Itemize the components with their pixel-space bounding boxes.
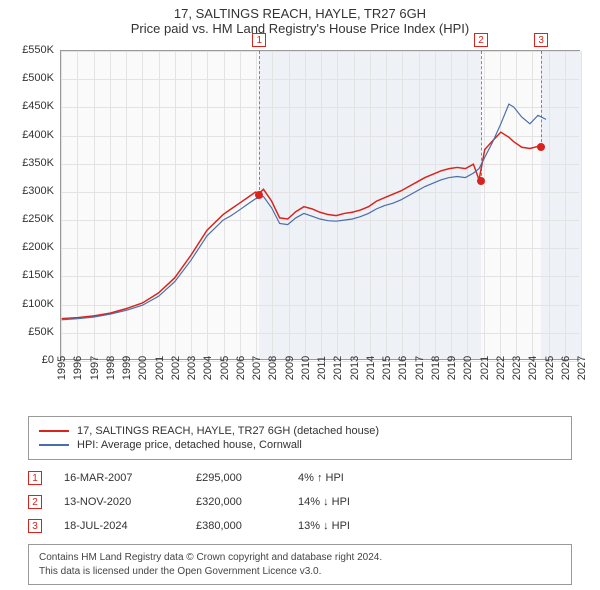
marker-line (481, 51, 482, 181)
marker-number: 2 (474, 33, 488, 47)
y-axis-label: £250K (0, 213, 54, 225)
legend-swatch (39, 444, 69, 446)
event-number: 1 (28, 471, 42, 485)
y-axis-label: £150K (0, 269, 54, 281)
plot-region: 123 (60, 50, 580, 360)
series-price_paid (62, 132, 539, 318)
event-price: £320,000 (196, 496, 276, 508)
x-axis-label: 2009 (284, 356, 296, 380)
x-axis-label: 2003 (186, 356, 198, 380)
x-axis-label: 1998 (105, 356, 117, 380)
y-axis-label: £500K (0, 72, 54, 84)
x-axis-label: 2012 (332, 356, 344, 380)
x-axis-label: 1995 (56, 356, 68, 380)
event-number: 2 (28, 495, 42, 509)
y-axis-label: £50K (0, 326, 54, 338)
x-axis-label: 2008 (267, 356, 279, 380)
x-axis-label: 2011 (316, 356, 328, 380)
legend-item: 17, SALTINGS REACH, HAYLE, TR27 6GH (det… (39, 425, 561, 437)
event-row: 2 13-NOV-2020 £320,000 14% ↓ HPI (28, 490, 572, 514)
x-axis-label: 2017 (414, 356, 426, 380)
marker-number: 3 (534, 33, 548, 47)
x-axis-label: 2000 (137, 356, 149, 380)
legend-label: 17, SALTINGS REACH, HAYLE, TR27 6GH (det… (77, 425, 379, 437)
event-price: £295,000 (196, 472, 276, 484)
legend-item: HPI: Average price, detached house, Corn… (39, 439, 561, 451)
marker-line (259, 51, 260, 195)
x-axis-label: 2014 (365, 356, 377, 380)
event-diff: 4% ↑ HPI (298, 472, 344, 484)
y-axis-label: £300K (0, 185, 54, 197)
marker-number: 1 (252, 33, 266, 47)
legend-swatch (39, 430, 69, 432)
event-row: 1 16-MAR-2007 £295,000 4% ↑ HPI (28, 466, 572, 490)
event-number: 3 (28, 519, 42, 533)
x-axis-label: 2026 (560, 356, 572, 380)
y-axis-label: £350K (0, 157, 54, 169)
x-axis-label: 1999 (121, 356, 133, 380)
y-axis-label: £550K (0, 44, 54, 56)
x-axis-label: 2025 (544, 356, 556, 380)
x-axis-label: 2013 (349, 356, 361, 380)
legend-label: HPI: Average price, detached house, Corn… (77, 439, 302, 451)
marker-dot (477, 177, 485, 185)
chart-title: 17, SALTINGS REACH, HAYLE, TR27 6GH (0, 0, 600, 21)
event-diff: 13% ↓ HPI (298, 520, 350, 532)
x-axis-label: 2024 (527, 356, 539, 380)
x-axis-label: 2005 (219, 356, 231, 380)
footer-line1: Contains HM Land Registry data © Crown c… (39, 551, 561, 565)
marker-dot (255, 191, 263, 199)
x-axis-label: 2010 (300, 356, 312, 380)
x-axis-label: 2021 (479, 356, 491, 380)
x-axis-label: 2016 (397, 356, 409, 380)
marker-dot (537, 143, 545, 151)
gridline-v (581, 51, 582, 359)
chart-area: 123 £0 £50K £100K £150K £200K £250K £300K £350K… (0, 40, 600, 410)
events-table: 1 16-MAR-2007 £295,000 4% ↑ HPI 2 13-NOV-2020… (28, 466, 572, 538)
event-date: 18-JUL-2024 (64, 520, 174, 532)
event-date: 13-NOV-2020 (64, 496, 174, 508)
event-diff: 14% ↓ HPI (298, 496, 350, 508)
attribution-footer: Contains HM Land Registry data © Crown c… (28, 544, 572, 585)
x-axis-label: 2015 (381, 356, 393, 380)
x-axis-label: 2002 (170, 356, 182, 380)
x-axis-label: 2007 (251, 356, 263, 380)
y-axis-label: £400K (0, 129, 54, 141)
x-axis-label: 1997 (89, 356, 101, 380)
chart-subtitle: Price paid vs. HM Land Registry's House … (0, 21, 600, 40)
series-hpi (62, 104, 546, 320)
y-axis-label: £450K (0, 100, 54, 112)
x-axis-label: 2018 (430, 356, 442, 380)
event-row: 3 18-JUL-2024 £380,000 13% ↓ HPI (28, 514, 572, 538)
x-axis-label: 2027 (576, 356, 588, 380)
x-axis-label: 2023 (511, 356, 523, 380)
x-axis-label: 2020 (462, 356, 474, 380)
event-date: 16-MAR-2007 (64, 472, 174, 484)
line-series-svg (61, 51, 579, 359)
x-axis-label: 2001 (154, 356, 166, 380)
y-axis-label: £0 (0, 354, 54, 366)
marker-line (541, 51, 542, 147)
x-axis-label: 1996 (72, 356, 84, 380)
event-price: £380,000 (196, 520, 276, 532)
x-axis-label: 2022 (495, 356, 507, 380)
legend: 17, SALTINGS REACH, HAYLE, TR27 6GH (det… (28, 416, 572, 460)
x-axis-label: 2019 (446, 356, 458, 380)
x-axis-label: 2006 (235, 356, 247, 380)
footer-line2: This data is licensed under the Open Gov… (39, 565, 561, 579)
y-axis-label: £100K (0, 298, 54, 310)
y-axis-label: £200K (0, 241, 54, 253)
x-axis-label: 2004 (202, 356, 214, 380)
